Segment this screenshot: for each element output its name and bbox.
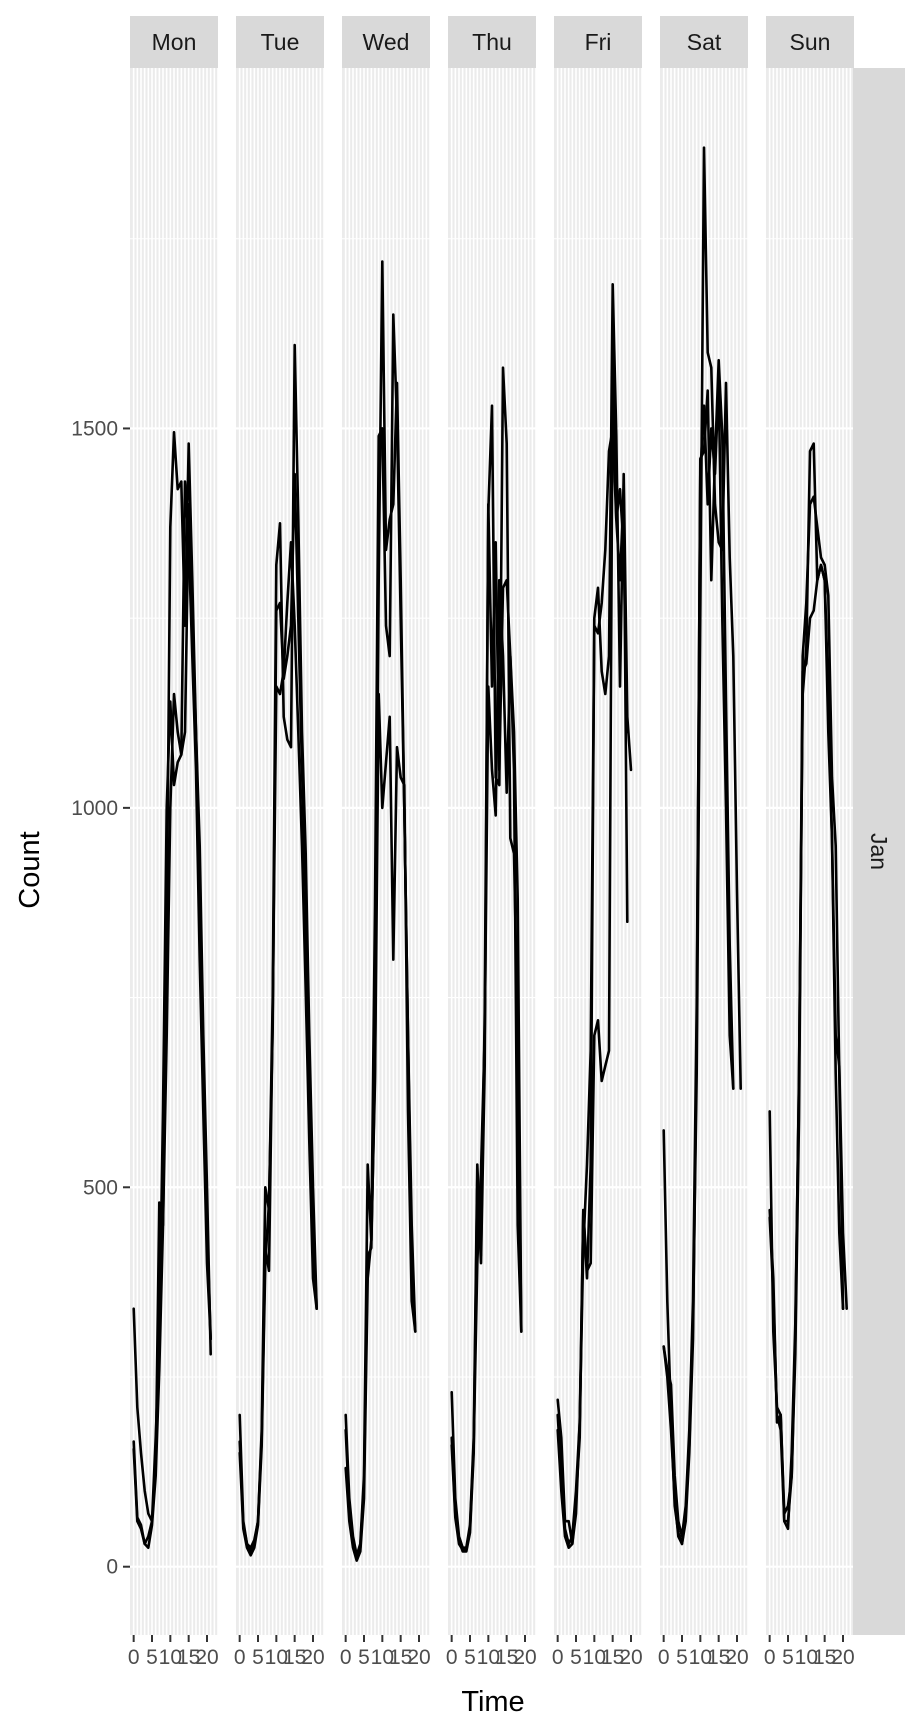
strip-fri: Fri (554, 16, 642, 68)
series-line-tue-2 (238, 540, 319, 1553)
y-axis-title: Count (14, 831, 46, 908)
strip-tue: Tue (236, 16, 324, 68)
x-tick-label: 20 (195, 1646, 218, 1669)
x-tick-label: 15 (177, 1646, 200, 1669)
x-tick-label: 20 (619, 1646, 642, 1669)
x-tick-label: 5 (146, 1646, 158, 1669)
x-tick-label: 10 (477, 1646, 500, 1669)
x-tick-label: 5 (570, 1646, 582, 1669)
strip-label: Mon (152, 29, 197, 55)
x-tick-label: 20 (513, 1646, 536, 1669)
x-tick-label: 10 (371, 1646, 394, 1669)
panel-wed (342, 68, 431, 1635)
strip-label: Wed (363, 29, 410, 55)
x-tick-label: 5 (676, 1646, 688, 1669)
x-tick-label: 15 (283, 1646, 306, 1669)
y-tick-label: 0 (106, 1556, 118, 1579)
x-tick-label: 15 (813, 1646, 836, 1669)
x-tick-label: 10 (583, 1646, 606, 1669)
strip-label: Tue (261, 29, 300, 55)
panel-sat (660, 68, 749, 1635)
strip-background (554, 16, 642, 68)
strip-mon: Mon (130, 16, 218, 68)
series-line-mon-3 (132, 502, 212, 1549)
strip-background (448, 16, 536, 68)
strip-background (236, 16, 324, 68)
x-tick-label: 15 (389, 1646, 412, 1669)
x-tick-label: 0 (340, 1646, 352, 1669)
x-tick-label: 15 (707, 1646, 730, 1669)
strip-background (130, 16, 218, 68)
x-tick-label: 5 (252, 1646, 264, 1669)
panel-mon (130, 68, 219, 1635)
strip-background (660, 16, 748, 68)
strip-background (342, 16, 430, 68)
x-tick-label: 10 (795, 1646, 818, 1669)
strips-layer: Mon Tue Wed Thu Fri Sat Sun (130, 16, 854, 68)
x-tick-label: 10 (265, 1646, 288, 1669)
series-line-fri-1 (556, 282, 633, 1546)
strip-label: Thu (472, 29, 512, 55)
y-tick-label: 500 (83, 1176, 118, 1199)
panels-layer (130, 68, 855, 1635)
x-tick-label: 20 (407, 1646, 430, 1669)
strip-label: Sat (687, 29, 722, 55)
x-tick-label: 20 (301, 1646, 324, 1669)
series-line-sun-3 (768, 563, 845, 1523)
panel-thu (448, 68, 537, 1635)
series-line-thu-3 (450, 578, 523, 1552)
x-tick-label: 5 (782, 1646, 794, 1669)
y-tick-label: 1500 (71, 417, 118, 440)
series-line-wed-3 (344, 692, 417, 1562)
row-strip-background (853, 68, 905, 1635)
strip-label: Fri (585, 29, 612, 55)
strip-sun: Sun (766, 16, 854, 68)
x-tick-label: 10 (159, 1646, 182, 1669)
x-tick-label: 0 (552, 1646, 564, 1669)
panel-fri (554, 68, 643, 1635)
x-tick-label: 0 (128, 1646, 140, 1669)
row-strip-label: Jan (866, 833, 892, 870)
y-tick-label: 1000 (71, 797, 118, 820)
panel-sun (766, 68, 855, 1635)
strip-sat: Sat (660, 16, 748, 68)
x-tick-label: 20 (725, 1646, 748, 1669)
x-tick-label: 0 (658, 1646, 670, 1669)
x-tick-label: 15 (601, 1646, 624, 1669)
series-line-fri-3 (556, 427, 629, 1549)
x-tick-label: 0 (234, 1646, 246, 1669)
x-tick-label: 5 (358, 1646, 370, 1669)
series-line-sat-3 (662, 381, 735, 1538)
x-tick-label: 20 (831, 1646, 854, 1669)
x-tick-label: 0 (446, 1646, 458, 1669)
strip-thu: Thu (448, 16, 536, 68)
x-axis-title: Time (461, 1686, 524, 1718)
strip-label: Sun (790, 29, 831, 55)
x-tick-label: 0 (764, 1646, 776, 1669)
strip-wed: Wed (342, 16, 430, 68)
series-line-tue-3 (238, 472, 319, 1557)
panel-tue (236, 68, 325, 1635)
row-strip: Jan (853, 68, 905, 1635)
x-tick-label: 15 (495, 1646, 518, 1669)
x-tick-label: 10 (689, 1646, 712, 1669)
strip-background (766, 16, 854, 68)
y-axis: 0 500 1000 1500 (71, 417, 130, 1579)
x-tick-label: 5 (464, 1646, 476, 1669)
